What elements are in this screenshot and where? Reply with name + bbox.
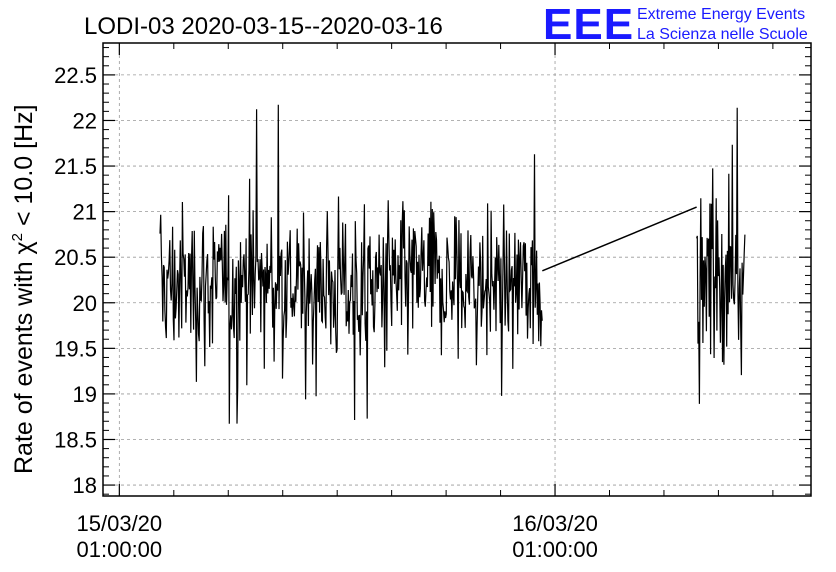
y-tick-label: 22 [73, 108, 97, 133]
chart-title: LODI-03 2020-03-15--2020-03-16 [84, 13, 443, 40]
eee-logo-line1: Extreme Energy Events [637, 6, 805, 23]
y-tick-label: 22.5 [54, 63, 97, 88]
gap-connector-line [542, 206, 697, 272]
y-axis-label-chi: χ [10, 241, 38, 254]
y-tick-label: 19 [73, 382, 97, 407]
grid [103, 43, 811, 496]
y-tick-label: 20.5 [54, 245, 97, 270]
y-tick-label: 18 [73, 473, 97, 498]
y-tick-label: 18.5 [54, 427, 97, 452]
plot-frame [102, 42, 812, 497]
x-tick-label-date: 15/03/20 [77, 511, 163, 536]
y-tick-label: 20 [73, 291, 97, 316]
data-segment-line [159, 104, 543, 424]
eee-logo: EEE Extreme Energy Events La Scienza nel… [543, 0, 808, 49]
data-segment-line [696, 107, 746, 404]
y-axis-label-suffix: < 10.0 [Hz] [10, 104, 38, 233]
x-tick-label-date: 16/03/20 [512, 511, 598, 536]
y-axis-label: Rate of events with χ2 < 10.0 [Hz] [9, 104, 38, 474]
y-axis-label-sup: 2 [9, 233, 26, 241]
eee-logo-line2: La Scienza nelle Scuole [637, 26, 808, 43]
tick-labels: 1818.51919.52020.52121.52222.515/03/2001… [54, 63, 598, 562]
data-series [159, 104, 746, 424]
y-tick-label: 21.5 [54, 154, 97, 179]
y-tick-label: 21 [73, 200, 97, 225]
axis-ticks [103, 43, 811, 496]
eee-logo-mark: EEE [543, 0, 634, 49]
y-tick-label: 19.5 [54, 336, 97, 361]
x-tick-label-time: 01:00:00 [77, 537, 163, 562]
y-axis-label-prefix: Rate of events with [10, 254, 38, 474]
x-tick-label-time: 01:00:00 [512, 537, 598, 562]
